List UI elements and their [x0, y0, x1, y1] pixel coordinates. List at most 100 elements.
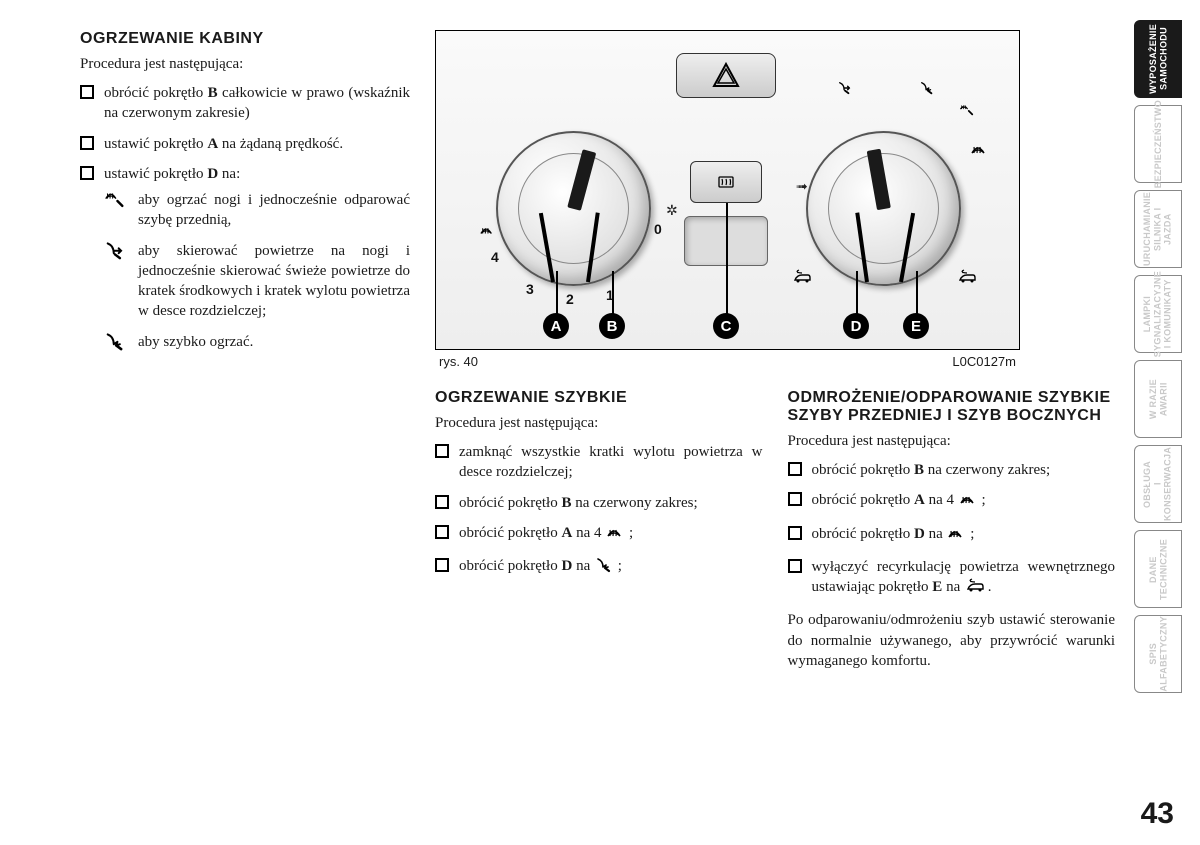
checkbox-icon [435, 558, 449, 572]
tab-label: SPIS ALFABETYCZNY [1148, 616, 1169, 692]
column-right: ODMROŻENIE/ODPAROWANIE SZYBKIE SZYBY PRZ… [788, 389, 1116, 671]
label-e: E [903, 313, 929, 339]
list-item: obrócić pokrętło B na czerwony zakres; [435, 493, 763, 513]
item-text: zamknąć wszystkie kratki wylotu powietrz… [459, 442, 763, 483]
list-item: obrócić pokrętło B całkowicie w prawo (w… [80, 83, 410, 124]
section-tab[interactable]: W RAZIE AWARII [1134, 360, 1182, 438]
intro-text: Procedura jest następująca: [80, 56, 410, 73]
sublist: aby ogrzać nogi i jednocześnie odparować… [104, 190, 410, 352]
checkbox-icon [788, 462, 802, 476]
recirc-off-icon [956, 269, 978, 290]
page-number: 43 [1141, 797, 1174, 831]
item-text: obrócić pokrętło B całkowicie w prawo (w… [104, 83, 410, 124]
item-text: wyłączyć recyrkulację powietrza wewnętrz… [812, 557, 1116, 601]
sublist-item: aby szybko ogrzać. [104, 332, 410, 352]
manual-page: OGRZEWANIE KABINY Procedura jest następu… [0, 0, 1200, 701]
hazard-button [676, 53, 776, 98]
heading-quick-heating: OGRZEWANIE SZYBKIE [435, 389, 763, 407]
section-tab[interactable]: URUCHAMIANIE SILNIKA I JAZDA [1134, 190, 1182, 268]
feet-icon [594, 557, 614, 579]
section-tabs: WYPOSAŻENIE SAMOCHODU BEZPIECZEŃSTWO URUCH… [1134, 20, 1182, 693]
checkbox-icon [80, 85, 94, 99]
item-text: obrócić pokrętło D na ; [459, 556, 622, 579]
recirc-on-icon [791, 269, 813, 290]
checklist-s3: obrócić pokrętło B na czerwony zakres; ob… [788, 460, 1116, 600]
item-text: obrócić pokrętło A na 4 ; [812, 490, 986, 513]
list-item: obrócić pokrętło B na czerwony zakres; [788, 460, 1116, 480]
defrost-feet-icon [104, 190, 126, 208]
list-item: ustawić pokrętło D na: aby ogrzać nogi i… [80, 164, 410, 362]
sublist-item: aby skierować powietrze na nogi i jednoc… [104, 241, 410, 322]
after-note: Po odparowaniu/odmrożeniu szyb ustawić s… [788, 610, 1116, 671]
tab-label: URUCHAMIANIE SILNIKA I JAZDA [1142, 191, 1173, 267]
feet-face-icon [836, 81, 854, 100]
fig-code: L0C0127m [952, 354, 1016, 369]
intro-text: Procedura jest następująca: [788, 433, 1116, 450]
feet-icon [918, 81, 936, 100]
list-item: obrócić pokrętło D na ; [435, 556, 763, 579]
hvac-figure: 0 1 2 3 4 ✲ ➟ [435, 30, 1115, 369]
section-tab[interactable]: LAMPKI SYGNALIZACYJNE I KOMUNIKATY [1134, 275, 1182, 353]
list-item: ustawić pokrętło A na żądaną prędkość. [80, 134, 410, 154]
air-distribution-dial [806, 131, 961, 286]
sub-text: aby szybko ogrzać. [138, 332, 253, 352]
defrost-feet-icon [958, 103, 976, 122]
item-text: obrócić pokrętło D na ; [812, 524, 975, 547]
tab-label: BEZPIECZEŃSTWO [1153, 100, 1163, 188]
defrost-max-icon [478, 223, 496, 242]
label-b: B [599, 313, 625, 339]
heading-defrost: ODMROŻENIE/ODPAROWANIE SZYBKIE SZYBY PRZ… [788, 389, 1116, 425]
defrost-icon [946, 525, 966, 547]
checkbox-icon [788, 559, 802, 573]
fan-speed-dial [496, 131, 651, 286]
defrost-icon [605, 524, 625, 546]
checkbox-icon [435, 495, 449, 509]
label-c: C [713, 313, 739, 339]
tab-label: LAMPKI SYGNALIZACYJNE I KOMUNIKATY [1142, 271, 1173, 357]
fan-num: 2 [566, 291, 574, 307]
tab-label: WYPOSAŻENIE SAMOCHODU [1148, 24, 1169, 94]
figure-caption: rys. 40 L0C0127m [435, 350, 1020, 369]
section-tab[interactable]: WYPOSAŻENIE SAMOCHODU [1134, 20, 1182, 98]
list-item: obrócić pokrętło D na ; [788, 524, 1116, 547]
sub-text: aby ogrzać nogi i jednocześnie odparować… [138, 190, 410, 231]
item-text: obrócić pokrętło B na czerwony zakres; [812, 460, 1051, 480]
list-item: obrócić pokrętło A na 4 ; [788, 490, 1116, 513]
defrost-icon [969, 141, 989, 162]
intro-text: Procedura jest następująca: [435, 415, 763, 432]
tab-label: DANE TECHNICZNE [1148, 539, 1169, 600]
checkbox-icon [80, 166, 94, 180]
list-item: obrócić pokrętło A na 4 ; [435, 523, 763, 546]
hvac-panel-image: 0 1 2 3 4 ✲ ➟ [435, 30, 1020, 350]
item-text: obrócić pokrętło A na 4 ; [459, 523, 633, 546]
right-block: 0 1 2 3 4 ✲ ➟ [435, 30, 1115, 671]
rear-defrost-button [690, 161, 762, 203]
checkbox-icon [435, 525, 449, 539]
sublist-item: aby ogrzać nogi i jednocześnie odparować… [104, 190, 410, 231]
section-tab[interactable]: SPIS ALFABETYCZNY [1134, 615, 1182, 693]
checklist-s1: obrócić pokrętło B całkowicie w prawo (w… [80, 83, 410, 362]
section-tab[interactable]: DANE TECHNICZNE [1134, 530, 1182, 608]
defrost-icon [958, 491, 978, 513]
label-d: D [843, 313, 869, 339]
fig-number: rys. 40 [439, 354, 478, 369]
feet-face-icon [104, 241, 126, 259]
fan-num: 3 [526, 281, 534, 297]
fan-num: 4 [491, 249, 499, 265]
tab-label: W RAZIE AWARII [1148, 379, 1169, 419]
section-tab[interactable]: OBSŁUGA I KONSERWACJA [1134, 445, 1182, 523]
column-left: OGRZEWANIE KABINY Procedura jest następu… [80, 30, 410, 671]
fan-num: 0 [654, 221, 662, 237]
checkbox-icon [435, 444, 449, 458]
fan-icon: ✲ [666, 203, 678, 220]
checkbox-icon [80, 136, 94, 150]
face-icon: ➟ [796, 179, 808, 196]
list-item: zamknąć wszystkie kratki wylotu powietrz… [435, 442, 763, 483]
item-text: ustawić pokrętło D na: [104, 166, 240, 182]
item-text: obrócić pokrętło B na czerwony zakres; [459, 493, 698, 513]
section-tab[interactable]: BEZPIECZEŃSTWO [1134, 105, 1182, 183]
list-item: wyłączyć recyrkulację powietrza wewnętrz… [788, 557, 1116, 601]
tab-label: OBSŁUGA I KONSERWACJA [1142, 446, 1173, 522]
feet-icon [104, 332, 126, 350]
sub-text: aby skierować powietrze na nogi i jednoc… [138, 241, 410, 322]
